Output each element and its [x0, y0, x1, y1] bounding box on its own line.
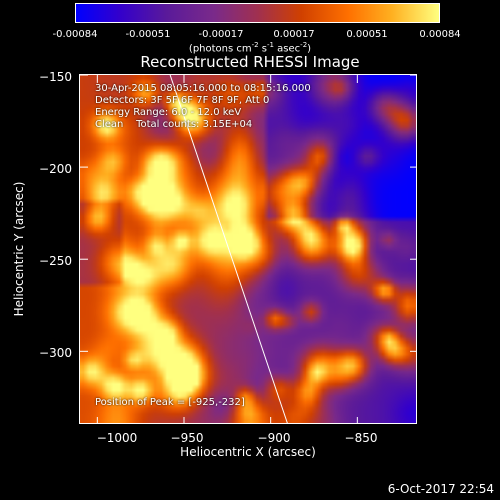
y-tick-label: −150: [39, 70, 72, 84]
heatmap-image: [80, 75, 416, 423]
y-tick-label: −250: [39, 254, 72, 268]
solar-limb-line: [169, 75, 288, 423]
y-tick-label: −300: [39, 346, 72, 360]
plot-overlay: [80, 75, 416, 423]
y-tick-label: −200: [39, 162, 72, 176]
colorbar-tick-label: 0.00084: [419, 29, 461, 40]
info-line-counts: Clean Total counts: 3.15E+04: [95, 119, 253, 130]
colorbar-tick-label: -0.00051: [125, 29, 171, 40]
colorbar-tick-label: 0.00017: [273, 29, 315, 40]
peak-position-label: Position of Peak = [-925,-232]: [95, 397, 245, 408]
x-axis-label: Heliocentric X (arcsec): [180, 445, 316, 459]
x-tick-label: −950: [170, 431, 204, 445]
x-tick-label: −900: [257, 431, 291, 445]
colorbar-unit: (photons cm-2 s-1 asec-2): [188, 41, 312, 55]
colorbar-tick-label: -0.00084: [52, 29, 98, 40]
info-line-detectors: Detectors: 3F 5F 6F 7F 8F 9F, Att 0: [95, 95, 270, 106]
colorbar-tick-label: 0.00051: [346, 29, 388, 40]
colorbar-tick-label: -0.00017: [198, 29, 244, 40]
colorbar: [75, 3, 440, 23]
chart-title: Reconstructed RHESSI Image: [140, 53, 360, 71]
timestamp: 6-Oct-2017 22:54: [387, 482, 494, 496]
info-line-energy: Energy Range: 6.0 - 12.0 keV: [95, 107, 242, 118]
colorbar-gradient: [75, 3, 440, 23]
y-axis-label: Heliocentric Y (arcsec): [12, 181, 26, 317]
plot-area: 30-Apr-2015 08:05:16.000 to 08:15:16.000…: [79, 74, 417, 424]
x-tick-label: −850: [344, 431, 378, 445]
x-tick-label: −1000: [96, 431, 138, 445]
info-line-time: 30-Apr-2015 08:05:16.000 to 08:15:16.000: [95, 83, 311, 94]
